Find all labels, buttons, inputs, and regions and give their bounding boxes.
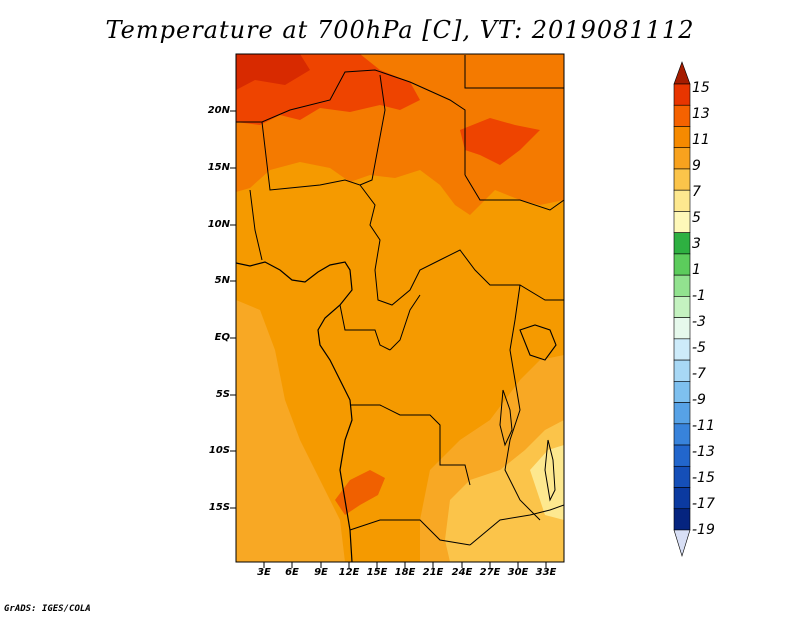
colorbar-cell bbox=[673, 274, 691, 297]
lon-label-30e: 30E bbox=[507, 567, 529, 578]
colorbar-label-neg15: -15 bbox=[692, 470, 715, 486]
colorbar-label-neg7: -7 bbox=[692, 366, 706, 382]
colorbar-cell bbox=[673, 317, 691, 340]
colorbar-cell bbox=[673, 296, 691, 318]
lon-label-15e: 15E bbox=[366, 567, 388, 578]
colorbar-label-15: 15 bbox=[692, 80, 710, 96]
colorbar-top-arrow bbox=[673, 61, 691, 85]
colorbar-cell bbox=[673, 508, 691, 531]
colorbar-label-neg11: -11 bbox=[692, 418, 715, 434]
field-5-7 bbox=[445, 420, 564, 562]
coastline bbox=[236, 261, 353, 562]
lat-label-10n: 10N bbox=[207, 219, 230, 230]
colorbar-cell bbox=[673, 232, 691, 255]
colorbar-cell bbox=[673, 211, 691, 233]
border-angola-drc bbox=[350, 404, 471, 486]
map-title: Temperature at 700hPa [C], VT: 201908111… bbox=[105, 16, 695, 44]
lake-malawi bbox=[544, 439, 556, 502]
lon-label-12e: 12E bbox=[338, 567, 360, 578]
border-sahel-north bbox=[236, 69, 466, 175]
lon-ticks bbox=[263, 562, 547, 568]
colorbar-cell bbox=[673, 126, 691, 149]
lon-label-6e: 6E bbox=[285, 567, 299, 578]
colorbar-label-7: 7 bbox=[692, 184, 701, 200]
lon-label-24e: 24E bbox=[451, 567, 473, 578]
border-west-coast bbox=[249, 189, 263, 261]
colorbar-label-neg13: -13 bbox=[692, 444, 715, 460]
colorbar-label-5: 5 bbox=[692, 210, 701, 226]
colorbar-cell bbox=[673, 338, 691, 361]
lon-label-9e: 9E bbox=[314, 567, 328, 578]
border-zambia bbox=[469, 504, 564, 546]
colorbar-cell bbox=[673, 104, 691, 127]
colorbar-cell bbox=[673, 168, 691, 191]
colorbar-label-3: 3 bbox=[692, 236, 701, 252]
field-angola-warm bbox=[335, 470, 385, 515]
colorbar-label-neg5: -5 bbox=[692, 340, 706, 356]
colorbar-label-13: 13 bbox=[692, 106, 710, 122]
lon-label-21e: 21E bbox=[422, 567, 444, 578]
colorbar-cell bbox=[673, 147, 691, 170]
colorbar-cell bbox=[673, 402, 691, 425]
colorbar-cell bbox=[673, 83, 691, 106]
colorbar-cell bbox=[673, 359, 691, 382]
border-sudan-north bbox=[464, 55, 564, 89]
colorbar-cell bbox=[673, 487, 691, 510]
colorbar-label-neg1: -1 bbox=[692, 288, 706, 304]
map-frame bbox=[235, 53, 565, 563]
colorbar-label-9: 9 bbox=[692, 158, 701, 174]
lake-tanganyika bbox=[499, 389, 513, 447]
colorbar-cells bbox=[673, 83, 691, 531]
lat-label-eq: EQ bbox=[214, 332, 230, 343]
temperature-field bbox=[236, 54, 564, 562]
colorbar-label-neg3: -3 bbox=[692, 314, 706, 330]
colorbar-bottom-arrow bbox=[673, 529, 691, 558]
border-namibia bbox=[349, 519, 471, 546]
border-central bbox=[261, 121, 564, 306]
colorbar-cell bbox=[673, 423, 691, 446]
border-south-sudan bbox=[464, 174, 564, 211]
field-13-15-east bbox=[460, 118, 540, 165]
lat-label-15s: 15S bbox=[208, 502, 230, 513]
lat-label-5s: 5S bbox=[215, 389, 230, 400]
colorbar-label-neg17: -17 bbox=[692, 496, 715, 512]
colorbar-label-neg9: -9 bbox=[692, 392, 706, 408]
lat-ticks bbox=[230, 110, 236, 509]
lon-label-27e: 27E bbox=[479, 567, 501, 578]
colorbar-label-11: 11 bbox=[692, 132, 710, 148]
lon-label-18e: 18E bbox=[394, 567, 416, 578]
lon-label-3e: 3E bbox=[257, 567, 271, 578]
colorbar bbox=[673, 61, 691, 558]
lat-label-20n: 20N bbox=[207, 105, 230, 116]
colorbar-label-1: 1 bbox=[692, 262, 701, 278]
border-congo bbox=[389, 294, 421, 351]
lake-victoria bbox=[519, 324, 557, 361]
colorbar-label-neg19: -19 bbox=[692, 522, 715, 538]
colorbar-cell bbox=[673, 444, 691, 467]
lon-label-33e: 33E bbox=[535, 567, 557, 578]
colorbar-cell bbox=[673, 253, 691, 276]
border-niger-chad bbox=[359, 74, 386, 186]
border-gabon bbox=[339, 304, 391, 351]
colorbar-cell bbox=[673, 465, 691, 488]
lat-label-10s: 10S bbox=[208, 445, 230, 456]
borders bbox=[236, 55, 564, 562]
lat-label-5n: 5N bbox=[214, 275, 230, 286]
colorbar-cell bbox=[673, 381, 691, 403]
field-15-plus bbox=[236, 54, 310, 90]
field-7-9-atlantic bbox=[236, 300, 345, 562]
lat-label-15n: 15N bbox=[207, 162, 230, 173]
grads-credit: GrADS: IGES/COLA bbox=[4, 604, 91, 614]
border-east-lakes bbox=[504, 284, 541, 521]
colorbar-cell bbox=[673, 189, 691, 212]
